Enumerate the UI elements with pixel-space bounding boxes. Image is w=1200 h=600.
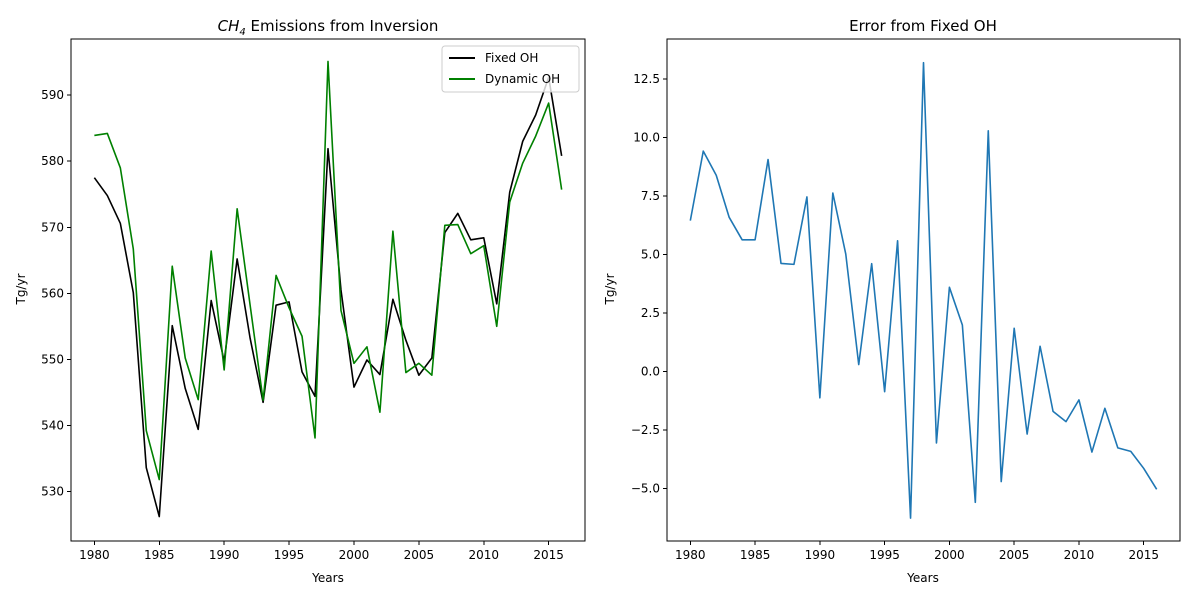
y-tick-label: 580 [41,154,64,168]
plot-area: 1980 1985 1990 1995 2000 2005 2010 2015 530 540 55… [41,38,586,562]
y-tick-label: 530 [41,484,64,498]
legend-label-dynamic-oh: Dynamic OH [485,72,560,86]
x-tick-label: 2005 [999,548,1030,562]
x-tick-label: 1985 [144,548,175,562]
y-tick-label: 2.5 [641,306,660,320]
chart-title: CH4 Emissions from Inversion [218,17,439,38]
y-axis-label: Tg/yr [14,273,28,305]
axes-frame [70,38,586,542]
x-tick-label: 2010 [468,548,499,562]
x-tick-label: 1995 [869,548,900,562]
x-tick-label: 1990 [805,548,836,562]
x-tick-label: 2015 [1128,548,1159,562]
x-tick-label: 2000 [339,548,370,562]
y-tick-label: 540 [41,418,64,432]
y-axis-label: Tg/yr [603,273,617,305]
error-chart: Error from Fixed OH 1980 1985 1990 1995 2000… [603,17,1181,585]
y-tick-label: 560 [41,286,64,300]
chart-title: Error from Fixed OH [849,17,997,35]
x-tick-label: 2005 [404,548,435,562]
legend-box [441,45,580,93]
x-tick-label: 1980 [675,548,706,562]
y-tick-label: 590 [41,88,64,102]
plot-area: 1980 1985 1990 1995 2000 2005 2010 2015 −5.0 −2.5… [631,38,1181,562]
y-tick-label: 7.5 [641,189,660,203]
x-tick-label: 2015 [533,548,564,562]
x-axis-label: Years [311,571,344,585]
y-tick-label: 10.0 [633,130,660,144]
series-line-series-0 [689,61,1158,519]
x-tick-label: 2000 [934,548,965,562]
legend-label-fixed-oh: Fixed OH [485,51,538,65]
y-tick-label: −5.0 [631,481,660,495]
emissions-chart: CH4 Emissions from Inversion 1980 1985 199… [14,17,586,585]
x-tick-label: 1990 [209,548,240,562]
legend: Fixed OH Dynamic OH [441,45,580,93]
y-tick-label: 550 [41,352,64,366]
y-tick-label: 5.0 [641,247,660,261]
series-line-fixed-oh [93,76,563,518]
y-tick-label: −2.5 [631,423,660,437]
x-tick-label: 1995 [274,548,305,562]
y-tick-label: 570 [41,220,64,234]
y-tick-label: 0.0 [641,364,660,378]
x-axis-label: Years [906,571,939,585]
x-tick-label: 1980 [79,548,110,562]
series-line-dynamic-oh [94,60,563,481]
x-tick-label: 1985 [740,548,771,562]
x-tick-label: 2010 [1064,548,1095,562]
axes-frame [666,38,1181,542]
y-tick-label: 12.5 [633,72,660,86]
